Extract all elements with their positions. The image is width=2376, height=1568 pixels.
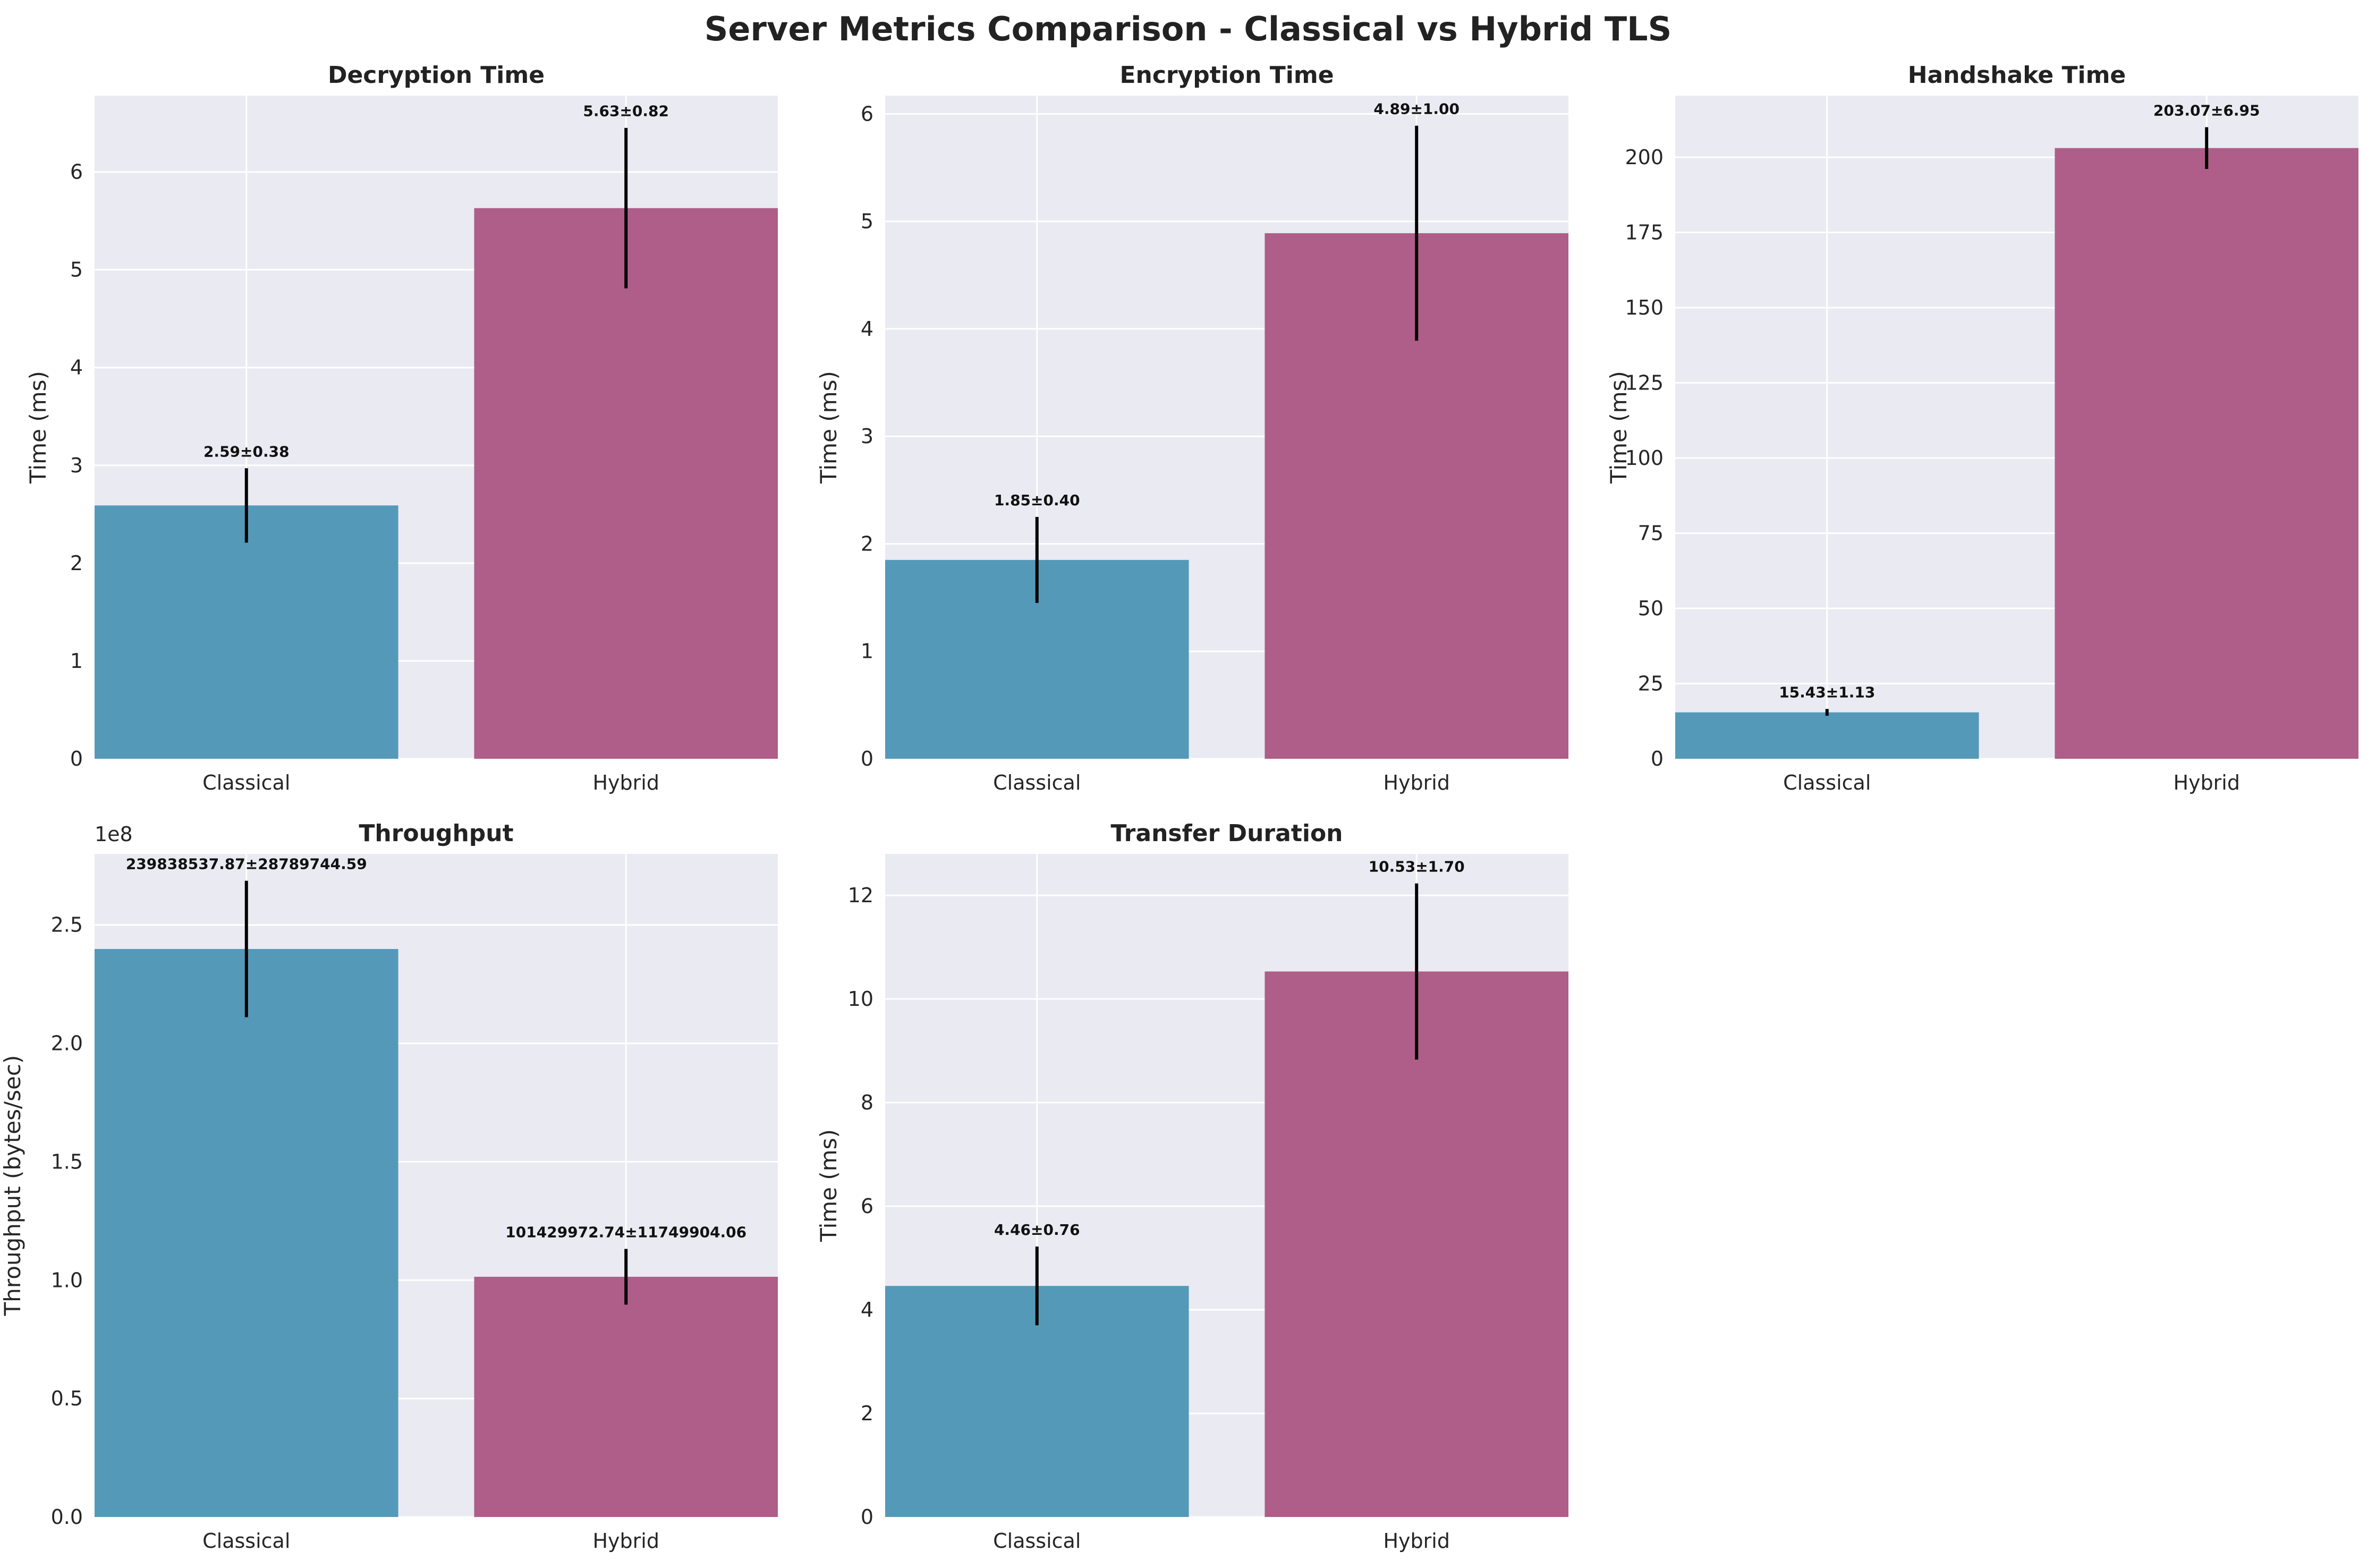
- y-tick-label: 2: [861, 1402, 873, 1425]
- data-label: 1.85±0.40: [994, 491, 1080, 509]
- y-tick-label: 25: [1638, 672, 1664, 696]
- y-tick-label: 1.0: [51, 1268, 83, 1292]
- y-tick-label: 2.5: [51, 913, 83, 937]
- data-label: 15.43±1.13: [1779, 683, 1875, 701]
- y-tick-label: 0.0: [51, 1505, 83, 1529]
- y-tick-label: 1: [70, 649, 83, 673]
- x-tick-label: Classical: [202, 1529, 290, 1553]
- y-tick-label: 100: [1625, 446, 1664, 470]
- y-tick-label: 5: [861, 210, 873, 233]
- data-label: 10.53±1.70: [1369, 858, 1465, 876]
- panel-title: Transfer Duration: [1111, 820, 1343, 847]
- y-tick-label: 1: [861, 640, 873, 663]
- y-axis-label: Time (ms): [1606, 371, 1632, 484]
- panel-title: Handshake Time: [1908, 62, 2126, 89]
- x-tick-label: Hybrid: [592, 1529, 659, 1553]
- y-tick-label: 150: [1625, 296, 1664, 319]
- data-label: 4.46±0.76: [994, 1221, 1080, 1239]
- chart-panel-5: 0 2 4 6 8 10 12 4.46±0.76 Classical 10.53±1.70 Hyb…: [816, 820, 1568, 1553]
- x-tick-label: Hybrid: [1383, 1529, 1450, 1553]
- x-tick-label: Hybrid: [2173, 771, 2240, 794]
- y-tick-label: 10: [848, 987, 873, 1011]
- panel-title: Decryption Time: [328, 62, 545, 89]
- chart-panel-1: 0 1 2 3 4 5 6 2.59±0.38 Classical 5.63±0.82 Hybrid…: [25, 62, 778, 794]
- x-tick-label: Classical: [993, 1529, 1081, 1553]
- y-tick-label: 125: [1625, 371, 1664, 395]
- y-tick-label: 200: [1625, 146, 1664, 169]
- x-tick-label: Classical: [1783, 771, 1871, 794]
- data-label: 4.89±1.00: [1373, 100, 1459, 118]
- y-axis-label: Throughput (bytes/sec): [0, 1055, 26, 1317]
- data-label: 5.63±0.82: [583, 103, 669, 120]
- y-tick-label: 5: [70, 258, 83, 282]
- bar-hybrid: [2055, 148, 2358, 759]
- chart-panel-4: 0.0 0.5 1.0 1.5 2.0 2.5 239838537.87±28789744.…: [0, 820, 778, 1553]
- y-tick-label: 2: [861, 532, 873, 555]
- y-tick-label: 6: [70, 160, 83, 184]
- y-tick-label: 6: [861, 102, 873, 125]
- bar-classical: [95, 505, 398, 759]
- data-label: 101429972.74±11749904.06: [505, 1224, 746, 1241]
- y-tick-label: 2: [70, 552, 83, 575]
- chart-panel-3: 0 25 50 75 100 125 150 175 200 15.43±1.13 Classica…: [1606, 62, 2358, 794]
- y-tick-label: 12: [848, 884, 873, 907]
- bar-classical: [95, 949, 398, 1517]
- x-tick-label: Hybrid: [592, 771, 659, 794]
- y-tick-label: 4: [861, 1298, 873, 1321]
- panel-title: Throughput: [359, 820, 513, 847]
- y-tick-label: 0.5: [51, 1387, 83, 1410]
- bar-hybrid: [1265, 971, 1568, 1517]
- y-tick-label: 0: [861, 1505, 873, 1529]
- chart-panels: 01234562.59±0.38Classical5.63±0.82Hybrid…: [0, 62, 2358, 1553]
- y-axis-label: Time (ms): [25, 371, 51, 484]
- y-tick-label: 1.5: [51, 1150, 83, 1173]
- x-tick-label: Classical: [993, 771, 1081, 794]
- panel-title: Encryption Time: [1119, 62, 1334, 89]
- y-offset-label: 1e8: [95, 823, 133, 846]
- y-tick-label: 50: [1638, 597, 1664, 620]
- data-label: 2.59±0.38: [203, 443, 290, 460]
- x-tick-label: Hybrid: [1383, 771, 1450, 794]
- y-tick-label: 0: [70, 747, 83, 770]
- y-tick-label: 4: [70, 356, 83, 379]
- figure-title: Server Metrics Comparison - Classical vs…: [705, 10, 1672, 48]
- chart-panel-2: 0 1 2 3 4 5 6 1.85±0.40 Classical 4.89±1.00 Hybrid…: [816, 62, 1568, 794]
- y-tick-label: 4: [861, 317, 873, 341]
- y-tick-label: 2.0: [51, 1032, 83, 1055]
- bar-hybrid: [474, 1276, 778, 1517]
- y-tick-label: 6: [861, 1194, 873, 1218]
- y-tick-label: 175: [1625, 221, 1664, 244]
- y-axis-label: Time (ms): [816, 1129, 842, 1242]
- y-tick-label: 8: [861, 1091, 873, 1114]
- data-label: 239838537.87±28789744.59: [126, 855, 367, 873]
- y-tick-label: 0: [1651, 747, 1664, 770]
- y-tick-label: 75: [1638, 522, 1664, 545]
- y-tick-label: 3: [70, 454, 83, 477]
- bar-classical: [1675, 712, 1979, 759]
- y-axis-label: Time (ms): [816, 371, 842, 484]
- x-tick-label: Classical: [202, 771, 290, 794]
- y-tick-label: 3: [861, 425, 873, 448]
- data-label: 203.07±6.95: [2153, 101, 2260, 119]
- bar-hybrid: [474, 208, 778, 759]
- y-tick-label: 0: [861, 747, 873, 770]
